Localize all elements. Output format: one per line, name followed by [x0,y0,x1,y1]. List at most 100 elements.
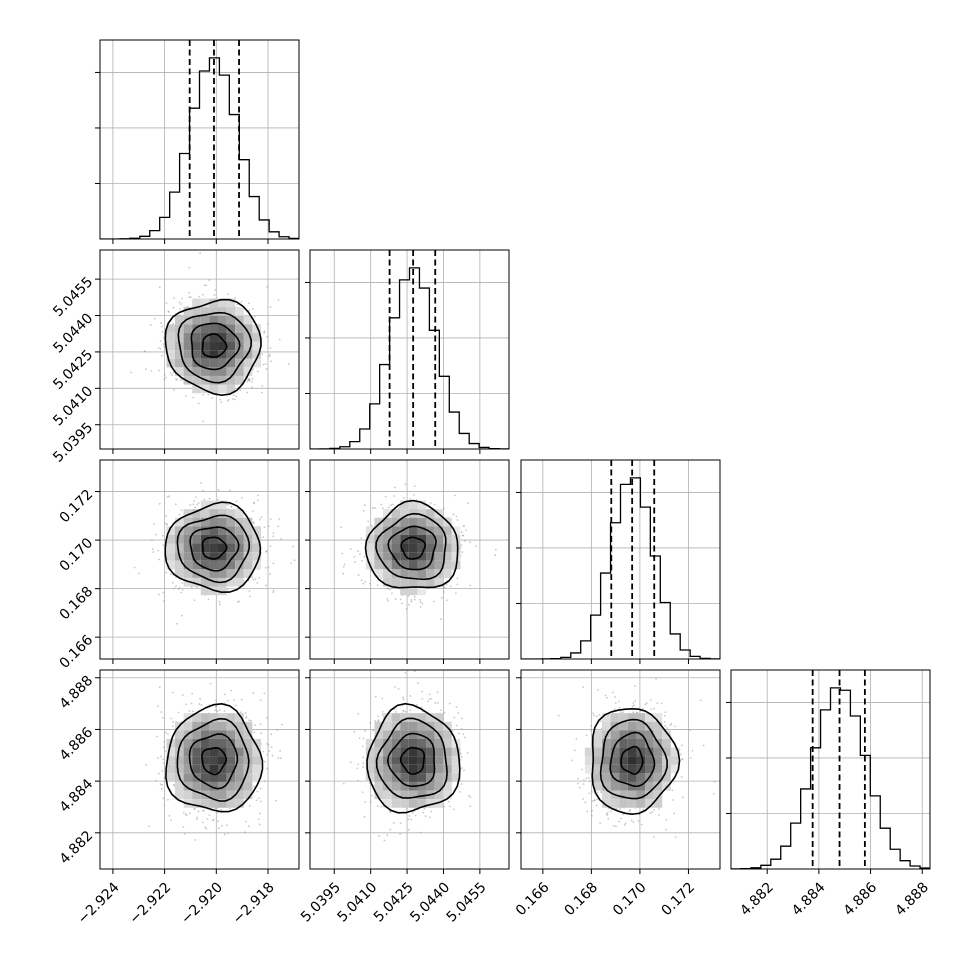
density-cell [192,341,201,351]
density-cell [451,756,461,765]
scatter-point [607,817,610,820]
scatter-point [170,717,173,720]
density-cell [235,517,244,527]
density-cell [175,738,184,748]
scatter-point [664,724,667,727]
density-cell [175,358,184,368]
scatter-point [460,728,463,731]
density-cell [226,569,236,578]
scatter-point [360,579,363,582]
density-cell [374,543,384,553]
scatter-point [238,600,241,603]
density-cell [200,747,210,757]
scatter-point [161,783,164,786]
panel-frame [520,669,721,870]
density-cell [226,367,236,376]
scatter-point [665,828,668,831]
scatter-point [156,735,159,738]
scatter-point [421,697,424,700]
scatter-point [263,330,266,333]
density-cell [645,799,654,808]
scatter-point [383,839,386,842]
scatter-point [467,794,470,797]
density-cell [636,781,646,791]
scatter-point [165,302,168,305]
scatter-point [262,536,265,538]
scatter-point [163,740,166,743]
scatter-point [494,548,497,551]
density-cell [183,375,193,385]
panel-frame [309,459,510,660]
scatter-point [623,824,626,826]
density-cell [636,721,646,731]
panel-2-1 [305,459,510,664]
scatter-point [592,712,595,715]
scatter-point [163,378,165,381]
panel-frame [99,459,300,660]
density-cell [218,367,227,376]
scatter-point [260,391,263,394]
scatter-point [211,397,214,399]
density-cell [426,773,435,782]
scatter-point [680,753,682,756]
scatter-point [381,697,384,700]
scatter-point [175,378,177,381]
density-cell [627,756,637,765]
density-cell [400,773,409,782]
scatter-point [632,701,635,704]
density-cell [200,721,210,731]
scatter-point [259,812,261,815]
density-cell [610,799,620,808]
density-cell [408,799,418,808]
density-cell [252,756,262,765]
density-cell [200,500,210,510]
histogram-step [521,477,720,659]
scatter-point [188,710,191,712]
scatter-point [358,737,361,740]
y-tick-label: 0.172 [57,487,97,527]
scatter-point [216,710,219,713]
scatter-point [158,558,161,561]
scatter-point [353,555,356,558]
density-cell [235,713,244,722]
density-cell [374,526,384,535]
density-cell [391,799,401,808]
scatter-point [163,373,166,376]
density-cell [200,298,210,308]
density-cell [235,552,244,561]
density-cell [243,517,253,527]
scatter-point [394,685,396,688]
scatter-point [374,720,377,723]
scatter-point [369,721,371,724]
scatter-point [588,777,590,779]
scatter-point [293,559,296,562]
scatter-point [216,499,219,501]
scatter-point [161,331,164,333]
scatter-point [268,750,271,752]
density-cell [218,384,227,394]
density-cell [645,747,654,757]
scatter-point [213,294,216,296]
scatter-point [240,496,243,499]
density-cell [175,560,184,570]
panel-frame [309,249,510,450]
scatter-point [262,750,265,753]
density-cell [636,790,646,800]
scatter-point [180,509,183,512]
scatter-point [712,793,715,795]
density-cell [209,375,219,385]
scatter-point [374,695,377,698]
density-cell [209,747,219,757]
scatter-point [440,596,443,599]
density-cell [365,764,375,774]
density-cell [183,552,193,561]
scatter-point [469,584,472,587]
density-cell [610,747,620,757]
density-cell [400,577,409,587]
density-cell [235,781,244,791]
scatter-point [173,784,176,787]
density-cell [417,773,427,782]
scatter-point [194,839,197,841]
density-cell [602,764,611,774]
density-cell [408,764,418,774]
